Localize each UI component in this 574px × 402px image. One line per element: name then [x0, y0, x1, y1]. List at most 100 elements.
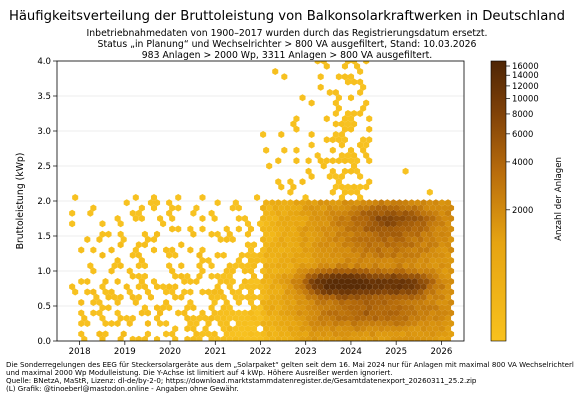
hexbin-cell [238, 314, 245, 322]
hexbin-cell [347, 304, 355, 312]
hexbin-cell [160, 304, 167, 312]
hexbin-cell [363, 330, 370, 338]
hexbin-cell [78, 278, 85, 285]
hexbin-cell [72, 288, 79, 296]
hexbin-cell [441, 215, 449, 222]
hexbin-cell [166, 251, 173, 259]
footer-line-4: (L) Grafik: @tinoeberl@mastodon.online -… [6, 384, 239, 393]
hexbin-cell [426, 251, 433, 259]
colorbar-tick-label: 4000 [512, 157, 533, 167]
hexbin-cell [372, 209, 379, 217]
hexbin-cell [360, 199, 367, 207]
colorbar-label: Anzahl der Anlagen [554, 157, 564, 241]
hexbin-cell [341, 230, 348, 238]
hexbin-cell [311, 272, 318, 280]
hexbin-cell [211, 330, 218, 338]
hexbin-cell [369, 299, 376, 306]
hexbin-cell [429, 257, 436, 264]
hexbin-cell [90, 309, 97, 317]
hexbin-cell [402, 251, 409, 259]
hexbin-cell [117, 230, 124, 238]
hexbin-cell [417, 320, 424, 327]
hexbin-cell [187, 225, 194, 233]
hexbin-cell [423, 320, 430, 327]
hexbin-cell [366, 335, 373, 341]
hexbin-cell [420, 262, 427, 270]
hexbin-cell [153, 304, 161, 312]
hexbin-cell [320, 320, 327, 327]
hexbin-cell [351, 246, 358, 254]
hexbin-cell [281, 304, 288, 312]
hexbin-cell [202, 325, 209, 333]
hexbin-cell [305, 220, 312, 228]
hexbin-cell [341, 325, 348, 333]
hexbin-cell [281, 146, 288, 154]
hexbin-cell [441, 257, 449, 264]
hexbin-cell [402, 199, 409, 207]
hexbin-cell [378, 209, 385, 217]
chart-title: Häufigkeitsverteilung der Bruttoleistung… [8, 9, 566, 24]
hexbin-cell [120, 330, 127, 338]
chart-subtitle-line-2: Status „in Planung“ und Wechselrichter >… [97, 39, 477, 50]
hexbin-cell [287, 220, 294, 228]
hexbin-cell [263, 146, 270, 154]
hexbin-cell [338, 215, 345, 222]
hexbin-cell [241, 309, 248, 317]
hexbin-cell [263, 209, 270, 217]
hexbin-cell [257, 293, 264, 301]
hexbin-cell [372, 314, 379, 322]
hexbin-cell [281, 293, 288, 301]
hexbin-cell [441, 204, 449, 212]
hexbin-cell [114, 320, 121, 327]
hexbin-cell [408, 304, 415, 312]
hexbin-cell [435, 225, 442, 233]
hexbin-cell [238, 283, 245, 291]
hexbin-cell [357, 267, 364, 275]
hexbin-cell [254, 309, 261, 317]
hexbin-cell [366, 251, 373, 259]
hexbin-cell [314, 204, 321, 212]
hexbin-cell [260, 309, 267, 317]
hexbin-cell [338, 278, 345, 285]
hexbin-cell [378, 199, 385, 207]
hexbin-cell [351, 288, 358, 296]
hexbin-cell [329, 220, 336, 228]
hexbin-cell [235, 320, 242, 327]
colorbar-tick-label: 12000 [512, 81, 539, 91]
hexbin-cell [169, 267, 176, 275]
hexbin-cell [105, 230, 112, 238]
hexbin-cell [432, 335, 439, 341]
hexbin-cell [414, 304, 421, 312]
hexbin-cell [354, 283, 361, 291]
hexbin-cell [338, 183, 345, 191]
hexbin-cell [302, 278, 309, 285]
hexbin-cell [260, 320, 267, 327]
x-tick-label: 2022 [250, 347, 272, 357]
hexbin-cell [360, 283, 367, 291]
hexbin-cell [326, 309, 333, 317]
hexbin-cell [335, 104, 342, 112]
hexbin-cell [351, 120, 358, 128]
hexbin-cell [232, 293, 239, 301]
hexbin-cell [429, 225, 436, 233]
hexbin-cell [287, 178, 294, 186]
hexbin-cell [178, 293, 185, 301]
hexbin-cell [432, 325, 439, 333]
hexbin-cell [344, 236, 352, 243]
hexbin-cell [360, 251, 367, 259]
hexbin-cell [426, 230, 433, 238]
hexbin-cell [211, 288, 218, 296]
hexbin-cell [323, 241, 330, 249]
hexbin-cell [254, 330, 261, 338]
hexbin-cell [278, 215, 285, 222]
hexbin-cell [347, 94, 355, 102]
hexbin-cell [335, 136, 342, 144]
hexbin-cell [99, 283, 106, 291]
hexbin-cell [232, 325, 239, 333]
hexbin-cell [438, 230, 445, 238]
hexbin-cell [408, 325, 415, 333]
hexbin-cell [257, 251, 264, 259]
hexbin-cell [435, 267, 442, 275]
x-tick-label: 2025 [385, 347, 407, 357]
hexbin-cell [432, 283, 439, 291]
